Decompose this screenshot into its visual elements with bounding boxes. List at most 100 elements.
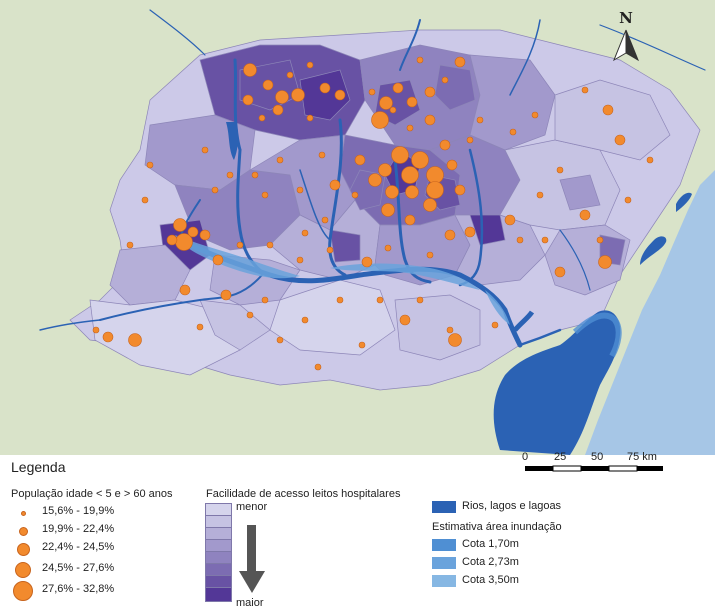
flood-label: Cota 1,70m xyxy=(462,538,519,550)
region-3 xyxy=(469,54,556,151)
population-bubble xyxy=(261,191,269,199)
population-class-4: 24,5% - 27,6% xyxy=(12,560,202,578)
population-bubble xyxy=(401,166,419,184)
population-bubble xyxy=(196,323,204,331)
population-bubble xyxy=(358,341,366,349)
population-bubble xyxy=(405,185,419,199)
population-bubble xyxy=(392,82,404,94)
facility-heading: Facilidade de acesso leitos hospitalares xyxy=(206,488,401,500)
population-dot-icon xyxy=(18,526,28,536)
north-arrow-right-icon xyxy=(625,29,640,62)
north-arrow: N xyxy=(612,9,640,62)
population-bubble xyxy=(378,163,392,177)
flood-area-1 xyxy=(175,235,300,279)
population-bubble xyxy=(318,151,326,159)
population-bubble xyxy=(448,333,462,347)
flood-heading: Estimativa área inundação xyxy=(432,521,562,533)
population-dot-icon xyxy=(20,510,26,516)
river-network xyxy=(39,9,706,348)
facility-arrow-icon xyxy=(239,525,265,593)
flood-swatch xyxy=(432,557,456,569)
population-bubble xyxy=(439,139,451,151)
flood-label: Cota 2,73m xyxy=(462,556,519,568)
population-bubble xyxy=(199,229,211,241)
population-bubble xyxy=(556,166,564,174)
population-bubble xyxy=(361,256,373,268)
population-bubble xyxy=(379,96,393,110)
population-class-1: 15,6% - 19,9% xyxy=(12,503,202,521)
river-11 xyxy=(509,19,541,96)
region-29 xyxy=(469,214,506,246)
population-bubble xyxy=(291,88,305,102)
population-class-2: 19,9% - 22,4% xyxy=(12,521,202,539)
region-31 xyxy=(559,174,601,211)
population-bubble xyxy=(211,186,219,194)
population-bubble xyxy=(491,321,499,329)
population-bubble xyxy=(276,336,284,344)
facility-low-label: menor xyxy=(236,501,268,513)
flood-swatch xyxy=(432,539,456,551)
river-12 xyxy=(149,9,206,56)
population-class-label: 27,6% - 32,8% xyxy=(42,583,115,595)
water-legend-item: Rios, lagos e lagoas xyxy=(432,500,692,516)
population-bubble xyxy=(212,254,224,266)
population-class-label: 15,6% - 19,9% xyxy=(42,505,115,517)
population-bubble xyxy=(516,236,524,244)
population-dot-icon xyxy=(16,542,30,556)
lagoon-system xyxy=(493,192,692,455)
population-class-3: 22,4% - 24,5% xyxy=(12,539,202,557)
population-bubble xyxy=(385,185,399,199)
population-bubble xyxy=(226,171,234,179)
population-bubble xyxy=(301,316,309,324)
population-bubble xyxy=(509,128,517,136)
region-21 xyxy=(199,299,271,351)
population-dot-icon xyxy=(15,562,31,578)
population-bubble xyxy=(92,326,100,334)
region-16 xyxy=(554,79,671,161)
population-bubble xyxy=(602,104,614,116)
population-bubble xyxy=(296,256,304,264)
scale-tick-75: 75 km xyxy=(627,451,657,463)
population-class-label: 22,4% - 24,5% xyxy=(42,541,115,553)
scale-tick-50: 50 xyxy=(591,451,604,463)
population-bubble xyxy=(314,363,322,371)
population-bubble xyxy=(389,106,397,114)
population-bubble xyxy=(319,82,331,94)
population-bubble xyxy=(179,284,191,296)
population-bubble xyxy=(399,314,411,326)
population-bubble xyxy=(258,114,266,122)
river-15 xyxy=(299,169,331,241)
population-bubble xyxy=(261,296,269,304)
ocean-area xyxy=(585,170,715,455)
facility-high-label: maior xyxy=(236,597,264,609)
population-bubble xyxy=(579,209,591,221)
population-bubbles xyxy=(92,56,654,371)
population-bubble xyxy=(596,236,604,244)
population-bubble xyxy=(201,146,209,154)
legend-panel: Legenda População idade < 5 e > 60 anos … xyxy=(0,451,715,613)
population-bubble xyxy=(296,186,304,194)
population-bubble xyxy=(476,116,484,124)
scale-tick-0: 0 xyxy=(522,451,529,463)
population-bubble xyxy=(464,226,476,238)
population-bubble xyxy=(336,296,344,304)
population-bubble xyxy=(173,218,187,232)
population-bubble xyxy=(454,184,466,196)
region-22 xyxy=(299,69,351,121)
population-bubble xyxy=(441,76,449,84)
population-bubble xyxy=(541,236,549,244)
population-bubble xyxy=(614,134,626,146)
population-bubble xyxy=(276,156,284,164)
river-14 xyxy=(39,319,101,331)
population-bubble xyxy=(416,56,424,64)
population-bubble xyxy=(444,229,456,241)
population-dot-icon xyxy=(13,581,33,601)
population-bubble xyxy=(306,61,314,69)
population-bubble xyxy=(466,136,474,144)
population-bubble xyxy=(416,296,424,304)
population-bubble xyxy=(286,71,294,79)
river-16 xyxy=(559,229,591,291)
population-bubble xyxy=(384,244,392,252)
population-bubble xyxy=(272,104,284,116)
population-bubble xyxy=(426,181,444,199)
